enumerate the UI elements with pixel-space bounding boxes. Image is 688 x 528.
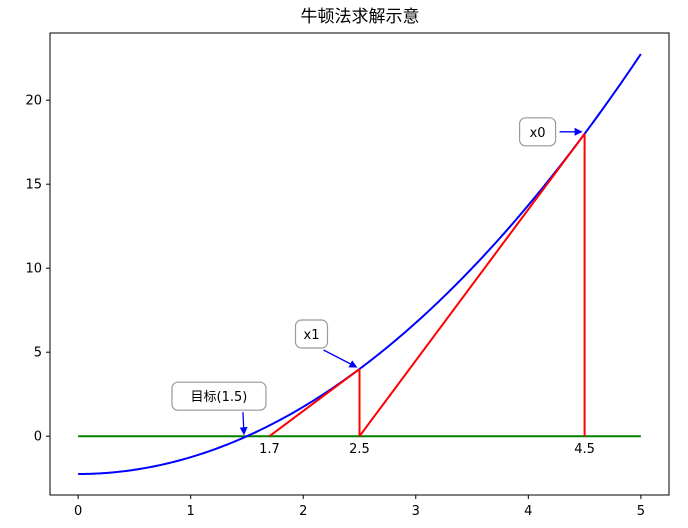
annotation-label: x0 bbox=[530, 126, 546, 141]
y-tick-label: 20 bbox=[25, 94, 42, 109]
annotation-label: x1 bbox=[304, 328, 320, 343]
x-value-labels: 1.7 2.5 4.5 bbox=[259, 442, 595, 457]
newton-iteration-path bbox=[268, 133, 586, 438]
newton-segment bbox=[268, 368, 361, 438]
x-tick-label: 1 bbox=[187, 504, 195, 519]
plot-frame bbox=[49, 32, 670, 496]
x-axis: 0 1 2 3 4 5 bbox=[74, 495, 645, 519]
annotations: x0 x1 目标(1.5) bbox=[171, 117, 583, 436]
y-tick-label: 10 bbox=[25, 262, 42, 277]
annotation-arrow bbox=[323, 349, 358, 368]
x-value-label: 1.7 bbox=[259, 442, 280, 457]
annotation: x0 bbox=[518, 117, 583, 147]
annotation-box bbox=[294, 319, 329, 349]
x-tick-label: 4 bbox=[524, 504, 532, 519]
y-tick-label: 15 bbox=[25, 178, 42, 193]
annotation-box bbox=[518, 117, 557, 147]
annotation-label: 目标(1.5) bbox=[191, 390, 248, 405]
y-tick-label: 0 bbox=[34, 430, 42, 445]
annotation: x1 bbox=[294, 319, 358, 368]
annotation-box bbox=[171, 381, 267, 411]
x-tick-label: 0 bbox=[74, 504, 82, 519]
x-value-label: 2.5 bbox=[349, 442, 370, 457]
x-tick-label: 5 bbox=[637, 504, 645, 519]
annotation: 目标(1.5) bbox=[171, 381, 267, 436]
x-tick-label: 3 bbox=[412, 504, 420, 519]
chart-title: 牛顿法求解示意 bbox=[301, 7, 420, 27]
y-tick-label: 5 bbox=[34, 346, 42, 361]
newton-segment bbox=[358, 133, 586, 437]
annotation-arrow bbox=[239, 412, 248, 436]
x-value-label: 4.5 bbox=[574, 442, 595, 457]
y-axis: 0 5 10 15 20 bbox=[25, 94, 50, 445]
x-tick-label: 2 bbox=[299, 504, 307, 519]
